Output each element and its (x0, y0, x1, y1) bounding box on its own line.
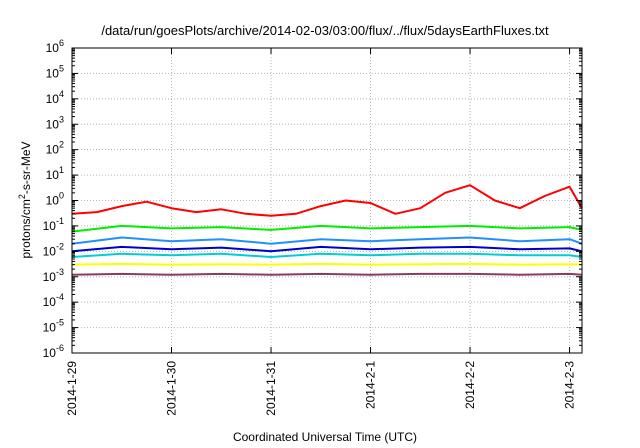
y-tick-base: 10 (46, 92, 60, 106)
y-tick-exponent: 6 (59, 38, 64, 48)
x-tick-label: 2014-2-2 (463, 361, 477, 409)
y-tick-base: 10 (46, 143, 60, 157)
y-axis-label-pre: protons/cm (19, 199, 33, 258)
y-tick-exponent: 5 (59, 63, 64, 73)
series-line (71, 252, 583, 258)
series-line (71, 184, 583, 217)
y-tick-exponent: 1 (59, 165, 64, 175)
y-tick-label: 10-4 (43, 292, 64, 309)
y-tick-exponent: -1 (56, 216, 64, 226)
y-tick-base: 10 (43, 321, 57, 335)
series-group (71, 184, 583, 276)
series-line (71, 272, 583, 276)
grid-lines (71, 48, 582, 353)
series-line (71, 262, 583, 266)
y-tick-label: 10-6 (43, 343, 64, 360)
series-line (71, 245, 583, 253)
axis-ticks (71, 47, 582, 354)
y-tick-base: 10 (43, 295, 57, 309)
y-tick-base: 10 (46, 66, 60, 80)
y-tick-exponent: -6 (56, 343, 64, 353)
chart-title: /data/run/goesPlots/archive/2014-02-03/0… (101, 23, 549, 38)
y-tick-base: 10 (43, 219, 57, 233)
y-axis-label-post: -s-sr-MeV (19, 141, 33, 194)
y-tick-label: 10-1 (43, 216, 64, 233)
y-axis-label-sup: 2 (17, 194, 27, 199)
y-tick-label: 101 (46, 165, 64, 182)
y-tick-exponent: -3 (56, 267, 64, 277)
x-tick-label: 2014-1-31 (264, 361, 278, 416)
y-tick-base: 10 (46, 168, 60, 182)
y-tick-label: 10-2 (43, 241, 64, 258)
y-tick-label: 10-5 (43, 318, 64, 335)
x-axis-label: Coordinated Universal Time (UTC) (233, 430, 417, 444)
y-tick-exponent: -2 (56, 241, 64, 251)
y-tick-exponent: 2 (59, 140, 64, 150)
y-tick-base: 10 (43, 270, 57, 284)
y-tick-labels: 10-610-510-410-310-210-11001011021031041… (43, 38, 64, 360)
y-tick-base: 10 (46, 41, 60, 55)
y-tick-label: 103 (46, 114, 64, 131)
y-tick-exponent: -5 (56, 318, 64, 328)
y-tick-label: 104 (46, 89, 64, 106)
y-tick-exponent: 3 (59, 114, 64, 124)
y-tick-exponent: 4 (59, 89, 64, 99)
x-tick-labels: 2014-1-29 2014-1-30 2014-1-31 2014-2-1 2014-… (65, 361, 577, 416)
y-tick-label: 102 (46, 140, 64, 157)
y-tick-base: 10 (43, 244, 57, 258)
x-tick-label: 2014-1-30 (165, 361, 179, 416)
x-tick-label: 2014-2-1 (364, 361, 378, 409)
series-line (71, 224, 583, 233)
y-tick-base: 10 (46, 194, 60, 208)
y-tick-exponent: -4 (56, 292, 64, 302)
y-tick-label: 106 (46, 38, 64, 55)
y-tick-exponent: 0 (59, 191, 64, 201)
y-tick-label: 105 (46, 63, 64, 80)
y-tick-base: 10 (43, 346, 57, 360)
x-tick-label: 2014-1-29 (65, 361, 79, 416)
y-tick-label: 10-3 (43, 267, 64, 284)
y-tick-label: 100 (46, 191, 64, 208)
y-tick-base: 10 (46, 117, 60, 131)
series-line (71, 236, 583, 245)
y-axis-label: protons/cm2-s-sr-MeV (17, 141, 33, 258)
x-tick-label: 2014-2-3 (563, 361, 577, 409)
